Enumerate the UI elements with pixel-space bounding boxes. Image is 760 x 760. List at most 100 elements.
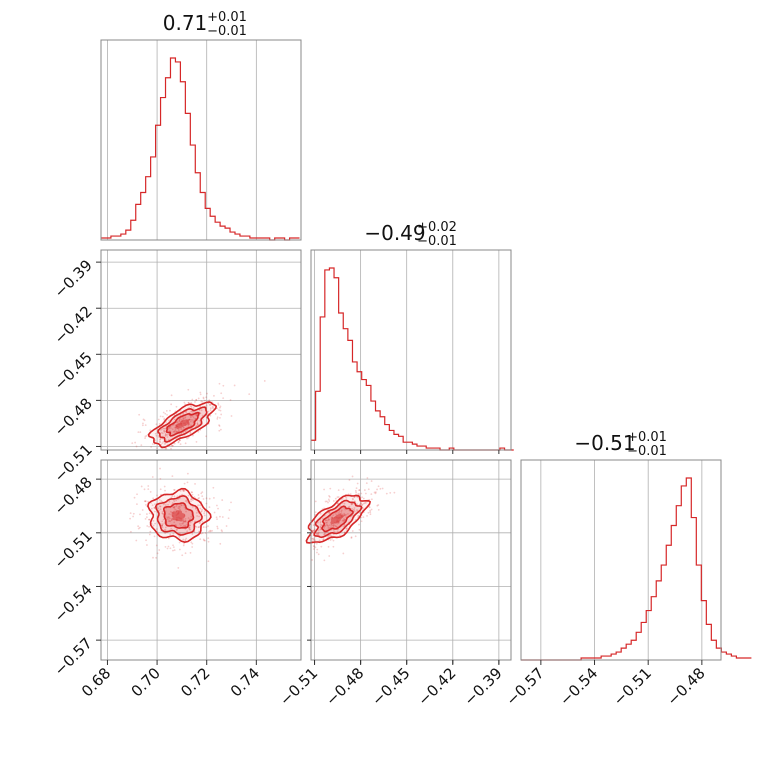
sample-point	[199, 393, 202, 396]
sample-point	[190, 541, 193, 544]
sample-point	[153, 506, 156, 509]
sample-point	[140, 485, 143, 488]
sample-point	[328, 495, 331, 498]
sample-point	[199, 412, 202, 414]
sample-point	[153, 506, 156, 509]
sample-point	[133, 496, 136, 499]
sample-point	[343, 518, 345, 520]
sample-point	[319, 521, 322, 524]
sample-point	[263, 380, 266, 382]
sample-point	[202, 397, 205, 400]
sample-point	[352, 508, 355, 511]
sample-point	[166, 436, 169, 438]
sample-point	[148, 525, 150, 528]
sample-point	[328, 555, 331, 557]
sample-point	[328, 512, 331, 515]
sample-point	[173, 507, 176, 510]
sample-point	[190, 410, 192, 413]
sample-point	[312, 537, 315, 540]
param-title-lower-error: −0.01	[417, 234, 457, 249]
sample-point	[350, 503, 353, 506]
sample-point	[206, 392, 208, 395]
sample-point	[138, 526, 141, 529]
sample-point	[328, 535, 330, 537]
sample-point	[192, 411, 195, 413]
sample-point	[221, 499, 224, 501]
sample-point	[155, 528, 158, 530]
sample-point	[361, 503, 363, 506]
sample-point	[149, 491, 152, 493]
sample-point	[139, 431, 142, 434]
sample-point	[167, 520, 170, 522]
sample-point	[362, 502, 365, 505]
density-contour	[330, 513, 344, 525]
x-tick-label: −0.48	[663, 664, 708, 709]
sample-point	[171, 424, 174, 427]
param-title-0: 0.71	[163, 11, 208, 35]
sample-point	[205, 404, 208, 407]
sample-point	[376, 504, 379, 507]
sample-point	[163, 418, 166, 421]
sample-point	[222, 397, 225, 400]
panel-frame	[100, 249, 302, 451]
sample-point	[173, 495, 176, 498]
y-tick-label: −0.39	[51, 256, 96, 301]
sample-point	[170, 527, 173, 530]
sample-point	[332, 539, 335, 542]
sample-point	[163, 427, 166, 430]
sample-point	[370, 480, 373, 482]
sample-point	[377, 485, 380, 488]
sample-point	[137, 431, 140, 434]
sample-point	[334, 525, 337, 528]
sample-point	[178, 429, 180, 432]
sample-point	[186, 530, 189, 533]
sample-point	[190, 515, 193, 518]
sample-point	[202, 498, 205, 500]
sample-point	[180, 504, 183, 507]
sample-point	[207, 560, 210, 563]
sample-point	[172, 444, 174, 447]
sample-point	[354, 489, 357, 492]
sample-point	[173, 418, 176, 421]
sample-point	[313, 545, 315, 548]
sample-point	[353, 507, 356, 509]
y-axis-2: −0.57−0.54−0.51−0.48	[51, 473, 101, 679]
sample-point	[187, 494, 190, 497]
sample-point	[213, 394, 215, 397]
sample-point	[199, 412, 202, 415]
sample-point	[191, 546, 194, 548]
sample-point	[158, 549, 161, 551]
sample-point	[320, 545, 323, 548]
sample-point	[362, 497, 365, 500]
sample-point	[163, 417, 166, 420]
sample-point	[162, 427, 164, 430]
sample-point	[355, 491, 358, 494]
sample-point	[335, 525, 338, 528]
sample-point	[329, 539, 332, 541]
sample-point	[330, 524, 333, 527]
sample-point	[363, 502, 366, 504]
sample-point	[186, 501, 188, 503]
sample-point	[169, 517, 171, 520]
sample-point	[328, 524, 331, 527]
sample-point	[339, 505, 342, 508]
sample-point	[312, 529, 315, 532]
sample-point	[193, 496, 196, 499]
y-tick-label: −0.42	[51, 302, 96, 347]
sample-point	[173, 521, 176, 524]
sample-point	[184, 539, 187, 541]
sample-point	[184, 416, 187, 419]
sample-point	[361, 504, 364, 506]
sample-point	[182, 489, 185, 492]
sample-point	[201, 491, 204, 494]
sample-point	[195, 507, 197, 510]
sample-point	[329, 526, 332, 529]
param-title-lower-error: −0.01	[627, 444, 667, 459]
sample-point	[328, 527, 331, 529]
sample-point	[143, 419, 146, 422]
sample-point	[180, 418, 183, 421]
sample-point	[356, 482, 359, 485]
sample-point	[188, 527, 190, 529]
sample-point	[343, 519, 346, 522]
sample-point	[217, 403, 220, 406]
